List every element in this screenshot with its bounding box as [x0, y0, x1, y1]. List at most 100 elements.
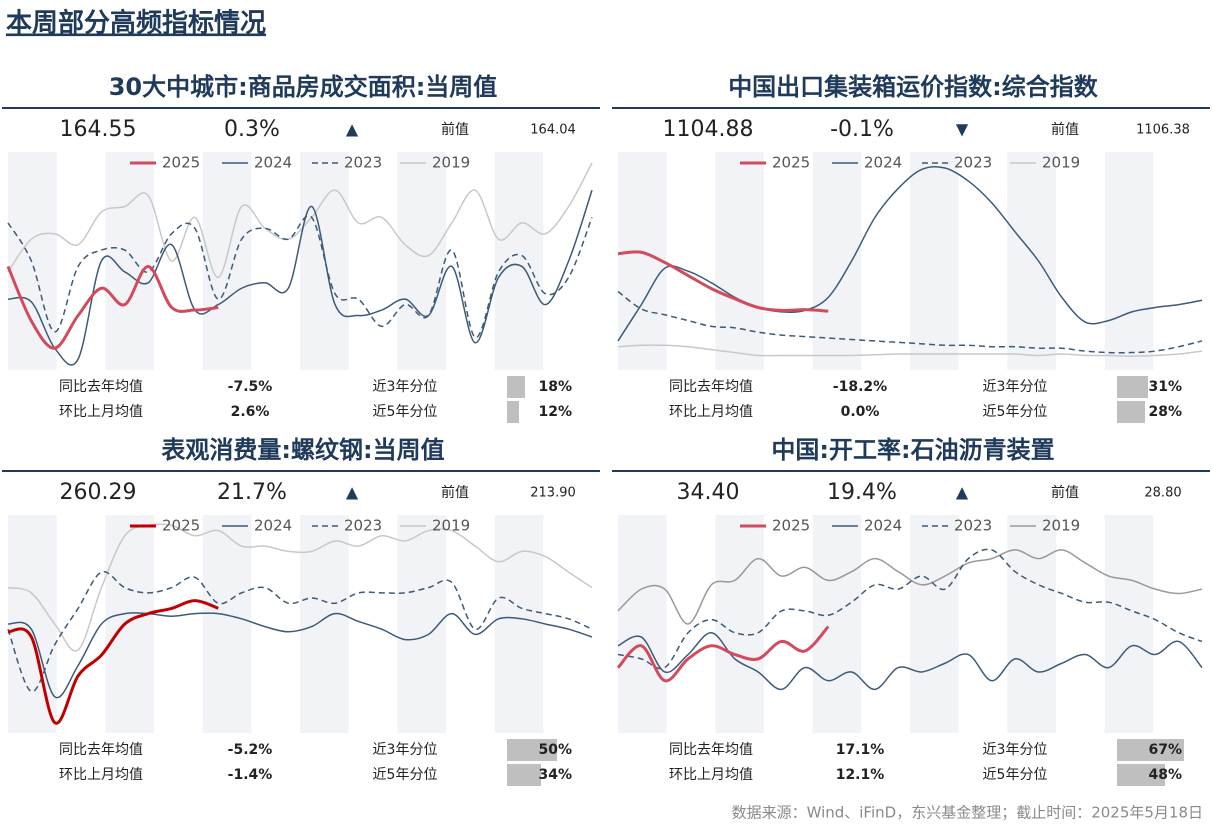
series-line — [7, 162, 593, 279]
percentile-text: 67% — [1148, 742, 1182, 758]
month-band — [1104, 152, 1154, 370]
change-value: 0.3% — [224, 117, 280, 142]
percentile-text: 28% — [1148, 404, 1182, 420]
month-band — [8, 515, 57, 733]
percentile-bar — [507, 401, 519, 423]
stat-label: 环比上月均值 — [59, 404, 143, 420]
legend-label: 2024 — [254, 154, 292, 172]
percentile-label: 近3年分位 — [373, 379, 438, 395]
series-line — [617, 631, 1203, 691]
percentile-bar — [507, 739, 557, 761]
legend-label: 2023 — [344, 154, 382, 172]
percentile-text: 12% — [538, 404, 572, 420]
percentile-bar — [1117, 764, 1165, 786]
month-band — [494, 152, 544, 370]
percentile-label: 近5年分位 — [373, 767, 438, 783]
stat-value: 0.0% — [841, 404, 880, 420]
stat-value: 2.6% — [231, 404, 270, 420]
month-band — [715, 152, 764, 370]
panel-title: 中国出口集装箱运价指数:综合指数 — [728, 73, 1099, 101]
percentile-bar — [507, 376, 525, 398]
prev-label: 前值 — [1051, 484, 1079, 501]
prev-label: 前值 — [441, 484, 469, 501]
latest-value: 34.40 — [677, 480, 740, 505]
month-band — [812, 515, 862, 733]
change-value: 21.7% — [217, 480, 287, 505]
stat-value: -7.5% — [228, 379, 273, 395]
legend-label: 2025 — [162, 517, 200, 535]
percentile-label: 近3年分位 — [373, 742, 438, 758]
percentile-label: 近3年分位 — [983, 742, 1048, 758]
prev-value: 28.80 — [1144, 486, 1181, 501]
latest-value: 260.29 — [60, 480, 137, 505]
stat-label: 同比去年均值 — [59, 379, 143, 395]
prev-label: 前值 — [1051, 121, 1079, 138]
percentile-bar — [1117, 401, 1145, 423]
series-line — [617, 548, 1203, 670]
series-line — [616, 625, 830, 683]
prev-value: 1106.38 — [1136, 123, 1190, 138]
month-band — [202, 152, 252, 370]
series-line — [6, 264, 219, 350]
stat-value: 12.1% — [836, 767, 885, 783]
panel-title: 表观消费量:螺纹钢:当周值 — [161, 436, 444, 464]
percentile-label: 近3年分位 — [983, 379, 1048, 395]
series-line — [7, 599, 219, 725]
legend-label: 2019 — [1042, 154, 1080, 172]
percentile-label: 近5年分位 — [983, 404, 1048, 420]
change-arrow: ▼ — [956, 120, 969, 139]
legend-label: 2025 — [772, 154, 810, 172]
stat-value: -5.2% — [228, 742, 273, 758]
series-line — [7, 570, 593, 693]
month-band — [812, 152, 862, 370]
change-arrow: ▲ — [346, 483, 359, 502]
legend-label: 2024 — [864, 517, 902, 535]
month-band — [910, 515, 959, 733]
month-band — [105, 515, 154, 733]
prev-value: 164.04 — [530, 123, 576, 138]
series-line — [617, 290, 1203, 354]
series-line — [617, 165, 1203, 342]
stat-value: -18.2% — [833, 379, 887, 395]
stat-label: 环比上月均值 — [669, 767, 753, 783]
stat-value: -1.4% — [228, 767, 273, 783]
percentile-text: 50% — [538, 742, 572, 758]
panel-title: 30大中城市:商品房成交面积:当周值 — [109, 73, 498, 101]
legend-label: 2019 — [1042, 517, 1080, 535]
month-band — [1007, 515, 1056, 733]
stat-label: 同比去年均值 — [669, 379, 753, 395]
change-value: -0.1% — [830, 117, 894, 142]
legend-label: 2025 — [772, 517, 810, 535]
legend-label: 2025 — [162, 154, 200, 172]
latest-value: 1104.88 — [663, 117, 754, 142]
percentile-bar — [1117, 376, 1148, 398]
month-band — [1104, 515, 1154, 733]
month-band — [202, 515, 252, 733]
month-band — [618, 152, 667, 370]
stat-label: 环比上月均值 — [669, 404, 753, 420]
percentile-bar — [507, 764, 541, 786]
percentile-bar — [1117, 739, 1184, 761]
percentile-text: 34% — [538, 767, 572, 783]
month-band — [910, 152, 959, 370]
prev-value: 213.90 — [530, 486, 576, 501]
latest-value: 164.55 — [60, 117, 137, 142]
change-value: 19.4% — [827, 480, 897, 505]
stat-label: 同比去年均值 — [59, 742, 143, 758]
legend-label: 2019 — [432, 154, 470, 172]
change-arrow: ▲ — [346, 120, 359, 139]
legend-label: 2024 — [254, 517, 292, 535]
stat-label: 环比上月均值 — [59, 767, 143, 783]
month-band — [1007, 152, 1056, 370]
percentile-label: 近5年分位 — [373, 404, 438, 420]
series-line — [7, 523, 593, 652]
month-band — [300, 515, 349, 733]
month-band — [300, 152, 349, 370]
series-line — [617, 344, 1203, 357]
source-note: 数据来源：Wind、iFinD，东兴基金整理；截止时间：2025年5月18日 — [732, 804, 1203, 822]
percentile-text: 31% — [1148, 379, 1182, 395]
month-band — [715, 515, 764, 733]
series-line — [617, 549, 1203, 625]
series-line — [7, 611, 593, 699]
